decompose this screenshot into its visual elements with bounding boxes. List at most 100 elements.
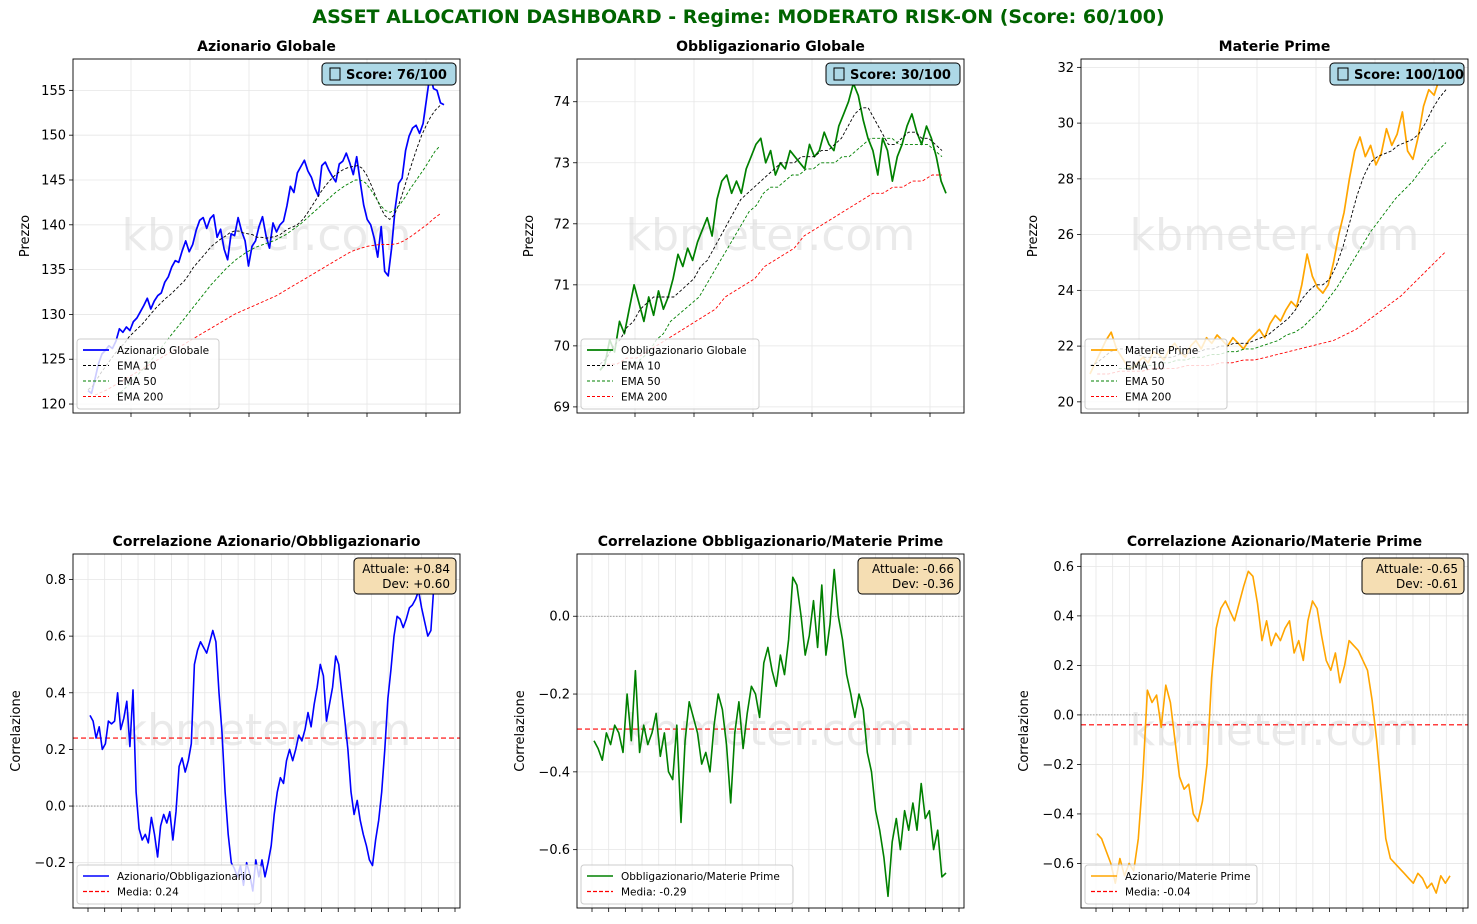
chart-panel: −0.6 −0.4 −0.2 0.0 0.2 0.4 0.6 kbmeter.com Corre… [1017, 534, 1469, 912]
legend-label: EMA 50 [621, 376, 661, 388]
y-axis-label: Correlazione [513, 690, 528, 771]
legend-label: EMA 10 [621, 361, 661, 373]
y-tick-label: −0.6 [538, 843, 570, 858]
series-line [599, 107, 943, 365]
y-axis-label: Prezzo [18, 215, 33, 257]
y-tick-label: 20 [1057, 395, 1074, 410]
score-box [825, 62, 961, 86]
score-label: Score: 100/100 [1354, 68, 1464, 83]
series-line [599, 82, 947, 371]
plot-frame [576, 553, 965, 909]
legend: Azionario/Materie Prime Media: -0.04 [1084, 864, 1258, 905]
series-line [593, 568, 947, 898]
info-text: Attuale: +0.84 [362, 562, 450, 576]
legend: Materie Prime EMA 10 EMA 50 EMA 200 [1084, 338, 1228, 410]
legend-frame [580, 864, 794, 905]
info-box [857, 557, 961, 595]
y-tick-label: −0.4 [1042, 807, 1074, 822]
legend: Obbligazionario/Materie Prime Media: -0.2… [580, 864, 794, 905]
y-tick-label: 0.4 [1053, 609, 1074, 624]
chart-panel: 120125130135140145150155kbmeter.comAzion… [18, 39, 461, 417]
y-axis-label: Correlazione [1017, 690, 1032, 771]
y-tick-label: 73 [553, 156, 570, 171]
y-tick-label: 32 [1057, 61, 1074, 76]
score-label: Score: 76/100 [346, 68, 447, 83]
y-tick-label: −0.2 [34, 856, 66, 871]
y-tick-label: 145 [41, 173, 66, 188]
y-tick-label: 140 [41, 218, 66, 233]
series-line [606, 174, 942, 365]
y-tick-label: 0.0 [1053, 708, 1074, 723]
legend-frame [76, 864, 262, 905]
plot-frame [72, 58, 461, 414]
y-tick-label: 26 [1057, 228, 1074, 243]
series-line [1097, 250, 1447, 375]
plot-frame [1080, 553, 1469, 909]
y-tick-label: 74 [553, 95, 570, 110]
plot-frame [576, 58, 965, 414]
score-box [1329, 62, 1465, 86]
legend-label: Media: -0.04 [1125, 887, 1191, 899]
chart-title: Correlazione Obbligazionario/Materie Pri… [598, 534, 943, 550]
y-tick-label: 72 [553, 217, 570, 232]
legend: Azionario Globale EMA 10 EMA 50 EMA 200 [76, 338, 220, 410]
legend-frame [1084, 338, 1228, 410]
watermark: kbmeter.com [1130, 210, 1420, 261]
y-tick-label: 120 [41, 398, 66, 413]
legend-label: Media: -0.29 [621, 887, 687, 899]
legend-label: Azionario/Materie Prime [1125, 871, 1251, 883]
legend-label: EMA 50 [117, 376, 157, 388]
legend: Azionario/Obbligazionario Media: 0.24 [76, 864, 262, 905]
info-text: Attuale: -0.66 [872, 562, 954, 576]
y-tick-label: 24 [1057, 284, 1074, 299]
legend-label: Obbligazionario/Materie Prime [621, 871, 780, 883]
watermark: kbmeter.com [626, 705, 916, 756]
chart-panel: −0.2 0.0 0.2 0.4 0.6 0.8 kbmeter.com Correlazio… [9, 534, 461, 912]
y-tick-label: 0.8 [45, 573, 66, 588]
legend-label: Media: 0.24 [117, 887, 179, 899]
info-text: Dev: -0.36 [892, 577, 954, 591]
score-label: Score: 30/100 [850, 68, 951, 83]
y-tick-label: 28 [1057, 172, 1074, 187]
y-tick-label: 69 [553, 400, 570, 415]
info-box [353, 557, 457, 595]
chart-panel: −0.6 −0.4 −0.2 0.0 kbmeter.com Correlazione O… [513, 534, 965, 912]
y-tick-label: −0.2 [538, 688, 570, 703]
chart-title: Materie Prime [1219, 39, 1331, 55]
y-tick-label: −0.4 [538, 765, 570, 780]
legend-label: Azionario Globale [117, 345, 209, 357]
y-tick-label: 0.0 [549, 610, 570, 625]
y-tick-label: −0.2 [1042, 758, 1074, 773]
chart-title: Obbligazionario Globale [676, 39, 865, 55]
watermark: kbmeter.com [1130, 705, 1420, 756]
missing-glyph-icon [833, 67, 845, 81]
missing-glyph-icon [329, 67, 341, 81]
series-line [87, 73, 445, 395]
y-tick-label: 0.6 [45, 630, 66, 645]
y-tick-label: 0.4 [45, 686, 66, 701]
chart-panel: 69 70 71 72 73 74 kbmeter.com Obbligazionario G… [522, 39, 965, 417]
dashboard-title: ASSET ALLOCATION DASHBOARD - Regime: MOD… [312, 6, 1165, 28]
series-line [1096, 570, 1451, 894]
legend-label: Azionario/Obbligazionario [117, 871, 251, 883]
y-tick-label: 0.6 [1053, 560, 1074, 575]
legend-label: EMA 50 [1125, 376, 1165, 388]
series-line [627, 137, 943, 371]
series-line [89, 568, 438, 892]
series-line [87, 105, 441, 391]
y-tick-label: 150 [41, 129, 66, 144]
legend-label: EMA 10 [117, 361, 157, 373]
info-text: Dev: +0.60 [382, 577, 450, 591]
y-tick-label: 0.2 [45, 743, 66, 758]
y-tick-label: 22 [1057, 340, 1074, 355]
plot-frame [72, 553, 461, 909]
score-box [321, 62, 457, 86]
legend: Obbligazionario Globale EMA 10 EMA 50 EMA 2… [580, 338, 760, 410]
missing-glyph-icon [1337, 67, 1349, 81]
y-tick-label: 125 [41, 353, 66, 368]
y-tick-label: −0.6 [1042, 857, 1074, 872]
y-tick-label: 130 [41, 308, 66, 323]
plot-frame [1080, 58, 1469, 414]
watermark: kbmeter.com [122, 705, 412, 756]
